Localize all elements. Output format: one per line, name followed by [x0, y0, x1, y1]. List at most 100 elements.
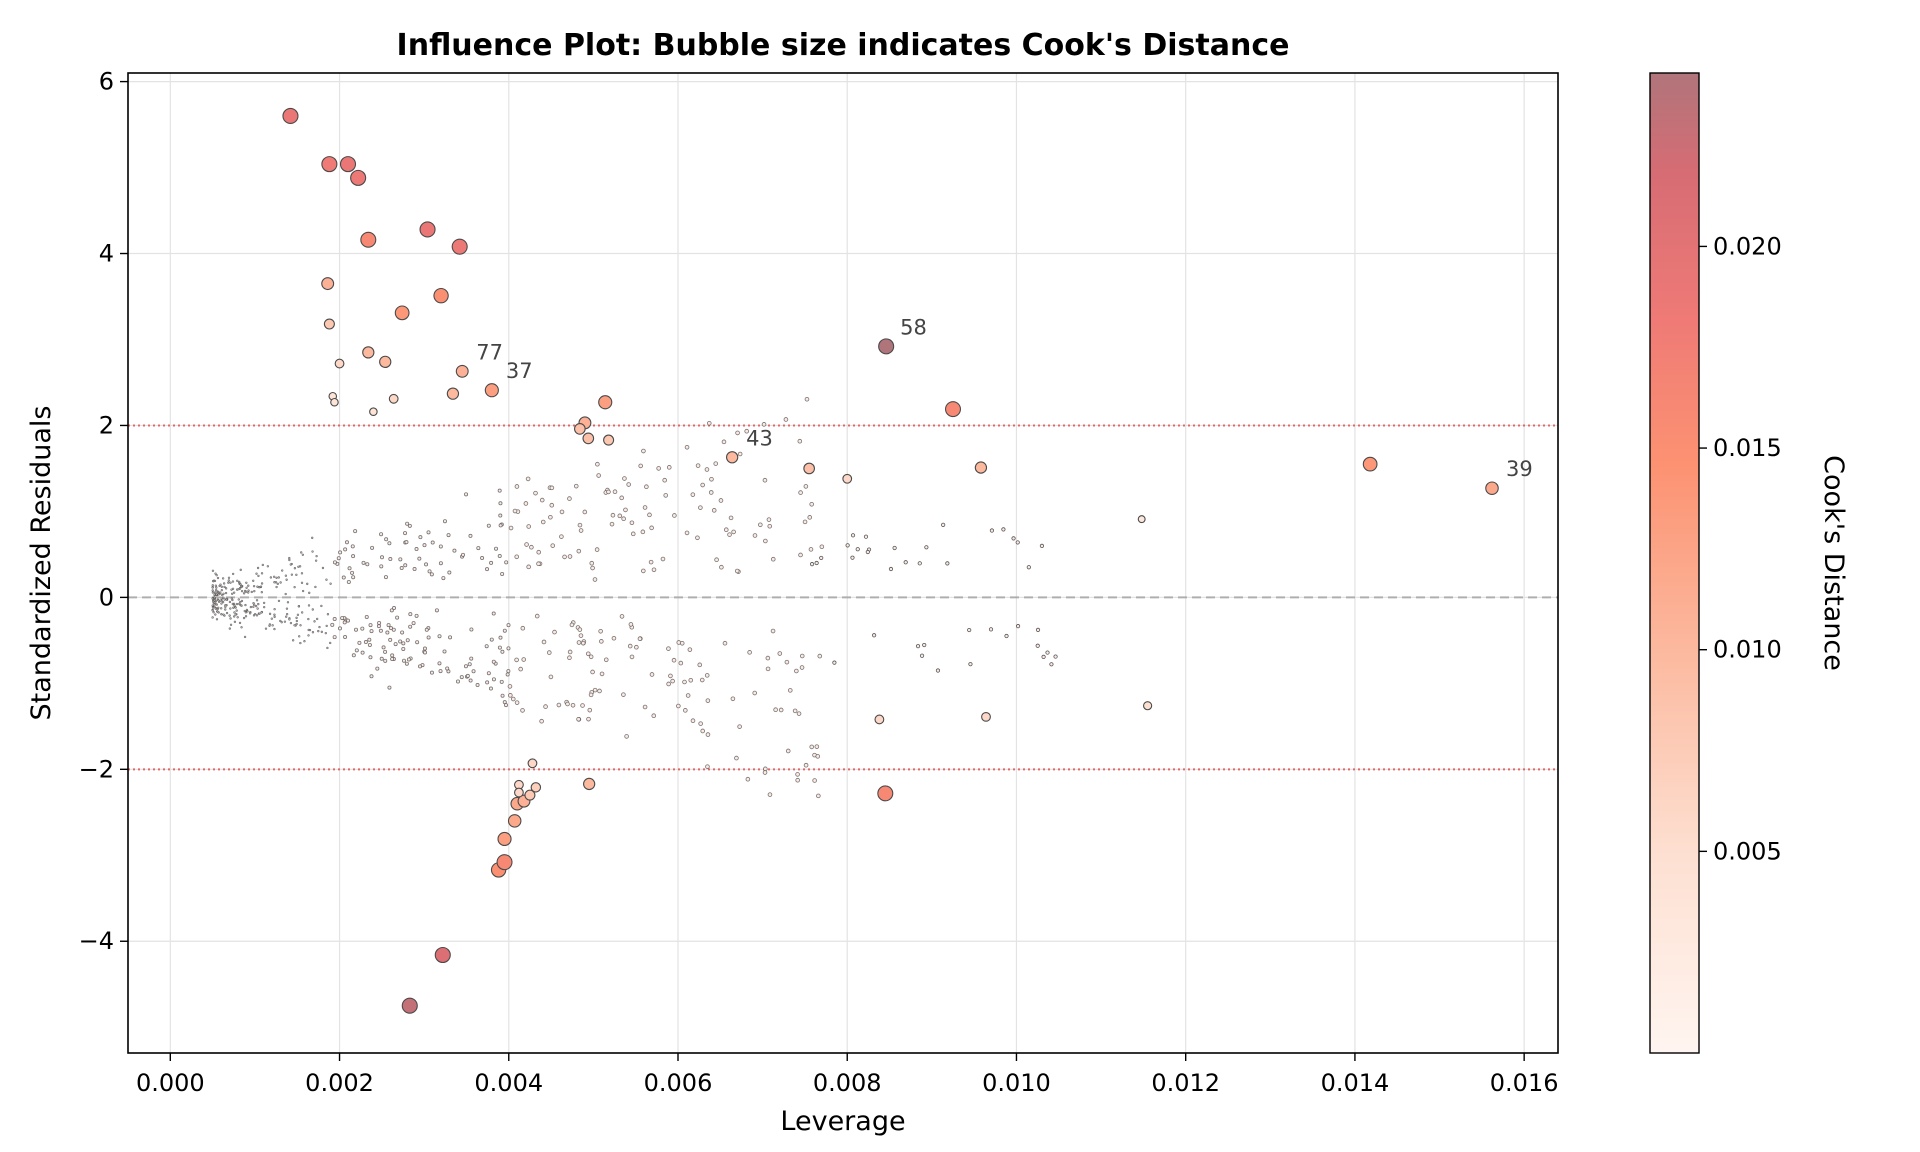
small-point	[803, 484, 809, 489]
colorbar-tick-label: 0.015	[1713, 434, 1782, 462]
small-point	[398, 557, 403, 562]
small-point	[213, 579, 217, 583]
small-point	[354, 627, 359, 632]
small-point	[243, 609, 246, 613]
small-point	[506, 669, 511, 674]
small-point	[871, 633, 877, 638]
small-point	[565, 701, 570, 707]
small-point	[326, 613, 330, 616]
small-point	[314, 585, 317, 589]
small-point	[663, 493, 669, 498]
small-point	[264, 627, 268, 630]
small-point	[225, 598, 228, 601]
small-point	[621, 516, 626, 522]
small-point	[556, 702, 562, 708]
small-point	[346, 580, 351, 585]
small-point	[798, 552, 803, 558]
small-point	[514, 657, 519, 663]
small-point	[541, 639, 547, 645]
small-point	[390, 653, 395, 658]
small-point	[240, 604, 243, 607]
small-point	[417, 556, 422, 561]
data-points	[282, 107, 1499, 1014]
small-point	[257, 602, 260, 606]
small-point	[543, 704, 548, 709]
small-point	[332, 635, 337, 640]
small-point	[656, 466, 661, 471]
small-point	[368, 623, 373, 628]
x-tick-label: 0.000	[136, 1069, 205, 1097]
small-point	[303, 640, 306, 643]
small-point	[539, 718, 544, 724]
small-point	[606, 489, 611, 495]
small-point	[730, 696, 736, 702]
small-point	[485, 567, 490, 572]
small-point	[570, 702, 576, 708]
data-point	[369, 407, 378, 416]
data-point	[321, 156, 338, 173]
small-point	[261, 563, 265, 567]
small-point	[388, 637, 393, 642]
small-point	[1015, 540, 1020, 545]
small-point	[429, 670, 434, 675]
small-point	[211, 586, 214, 589]
small-point	[797, 438, 803, 444]
small-point	[795, 772, 800, 777]
small-point	[807, 515, 813, 520]
small-point	[438, 669, 443, 674]
small-point	[307, 634, 310, 637]
small-point	[723, 527, 729, 533]
small-point	[401, 641, 406, 646]
small-point	[489, 637, 494, 642]
small-point	[285, 613, 289, 616]
small-point	[220, 588, 224, 592]
small-point	[229, 617, 232, 620]
colorbar-tick-label: 0.005	[1713, 837, 1782, 865]
data-point	[334, 358, 345, 369]
small-point	[238, 587, 242, 590]
x-tick-label: 0.010	[982, 1069, 1051, 1097]
small-point	[587, 707, 593, 713]
small-point	[324, 631, 328, 635]
small-point	[211, 584, 214, 587]
small-point	[307, 617, 310, 621]
small-point	[676, 703, 681, 709]
small-point	[629, 654, 635, 660]
small-point	[752, 690, 758, 696]
small-point	[215, 586, 218, 589]
small-point	[277, 576, 280, 579]
small-point	[260, 591, 264, 594]
small-point	[469, 627, 474, 632]
small-point	[592, 577, 598, 582]
data-point	[388, 393, 399, 404]
data-point	[944, 401, 962, 418]
small-point	[338, 550, 343, 555]
small-point	[533, 490, 538, 496]
small-point	[232, 606, 235, 609]
small-point	[211, 591, 215, 594]
small-point	[249, 605, 253, 609]
grid-lines	[128, 73, 1558, 1053]
small-point	[967, 627, 972, 633]
small-point	[641, 568, 646, 574]
small-point	[765, 666, 771, 672]
small-point	[684, 530, 690, 536]
small-point	[415, 640, 420, 645]
small-point	[445, 666, 450, 671]
small-point	[536, 561, 541, 567]
small-point	[351, 554, 356, 559]
small-point	[253, 589, 256, 593]
small-point	[499, 679, 504, 684]
small-point	[865, 549, 870, 555]
small-point	[941, 522, 946, 527]
small-point	[1015, 624, 1021, 629]
small-point	[347, 566, 352, 571]
small-point	[640, 529, 646, 535]
small-point	[414, 613, 419, 618]
small-point	[590, 669, 595, 675]
small-point	[734, 755, 739, 761]
small-point	[211, 616, 214, 619]
small-point	[301, 589, 305, 593]
small-point	[468, 678, 473, 683]
